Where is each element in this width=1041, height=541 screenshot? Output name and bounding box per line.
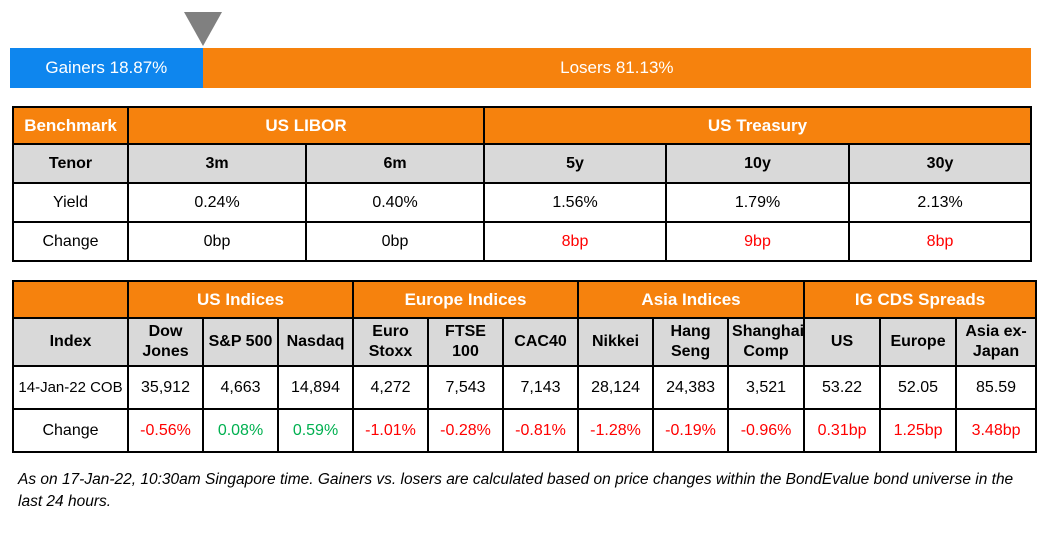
yield-cell: 1.56% [483, 182, 668, 223]
indices-group-header-row: US Indices Europe Indices Asia Indices I… [12, 280, 1038, 319]
index-value-cell: 4,272 [352, 365, 429, 410]
change-row-label-cell: Change [12, 408, 129, 453]
indices-table: US Indices Europe Indices Asia Indices I… [12, 280, 1038, 453]
column-header-us: US [803, 317, 882, 367]
benchmark-table: Benchmark US LIBOR US Treasury Tenor 3m … [12, 106, 1033, 262]
index-change-cell: 1.25bp [879, 408, 958, 453]
indices-change-row: Change -0.56% 0.08% 0.59% -1.01% -0.28% … [12, 408, 1038, 453]
column-header-euro-stoxx: Euro Stoxx [352, 317, 429, 367]
tenor-cell-6m: 6m [304, 143, 486, 184]
index-change-cell: -0.56% [127, 408, 204, 453]
column-header-asia-ex-japan: Asia ex-Japan [955, 317, 1038, 367]
column-header-ftse100: FTSE 100 [427, 317, 504, 367]
benchmark-change-row: Change 0bp 0bp 8bp 9bp 8bp [12, 221, 1033, 262]
index-value-cell: 85.59 [955, 365, 1038, 410]
column-header-nasdaq: Nasdaq [277, 317, 354, 367]
yield-cell: 0.24% [127, 182, 307, 223]
yield-label-cell: Yield [12, 182, 129, 223]
index-change-cell: -1.28% [577, 408, 655, 453]
index-change-cell: -0.28% [427, 408, 504, 453]
gainers-bar-segment: Gainers 18.87% [10, 48, 203, 88]
column-header-cac40: CAC40 [501, 317, 580, 367]
asia-indices-group-header: Asia Indices [577, 280, 806, 319]
index-value-cell: 4,663 [202, 365, 279, 410]
index-value-cell: 52.05 [879, 365, 958, 410]
tenor-header-row: Tenor 3m 6m 5y 10y 30y [12, 143, 1033, 184]
column-header-hang-seng: Hang Seng [652, 317, 730, 367]
index-value-cell: 14,894 [277, 365, 354, 410]
cob-values-row: 14-Jan-22 COB 35,912 4,663 14,894 4,272 … [12, 365, 1038, 410]
indices-header-corner-cell [12, 280, 129, 319]
tenor-cell-5y: 5y [483, 143, 668, 184]
column-header-dow-jones: Dow Jones [127, 317, 204, 367]
losers-bar-segment: Losers 81.13% [202, 48, 1031, 88]
index-value-cell: 35,912 [127, 365, 204, 410]
us-libor-group-header: US LIBOR [126, 106, 486, 145]
index-change-cell: -1.01% [352, 408, 429, 453]
tenor-label-cell: Tenor [12, 143, 129, 184]
yield-row: Yield 0.24% 0.40% 1.56% 1.79% 2.13% [12, 182, 1033, 223]
marker-triangle-icon [183, 12, 222, 46]
column-header-nikkei: Nikkei [577, 317, 655, 367]
change-cell: 8bp [848, 221, 1033, 262]
index-value-cell: 24,383 [652, 365, 730, 410]
index-change-cell: -0.81% [501, 408, 580, 453]
footnote: As on 17-Jan-22, 10:30am Singapore time.… [18, 471, 1014, 511]
cob-row-label-cell: 14-Jan-22 COB [12, 365, 129, 410]
index-change-cell: -0.96% [727, 408, 806, 453]
tenor-cell-10y: 10y [665, 143, 851, 184]
column-header-sp500: S&P 500 [202, 317, 279, 367]
change-cell: 0bp [127, 221, 307, 262]
tenor-cell-3m: 3m [127, 143, 307, 184]
change-cell: 9bp [665, 221, 851, 262]
ig-cds-spreads-group-header: IG CDS Spreads [803, 280, 1038, 319]
europe-indices-group-header: Europe Indices [351, 280, 580, 319]
us-treasury-group-header: US Treasury [483, 106, 1033, 145]
index-value-cell: 3,521 [727, 365, 806, 410]
yield-cell: 1.79% [665, 182, 851, 223]
benchmark-header-cell: Benchmark [12, 106, 129, 145]
tenor-cell-30y: 30y [848, 143, 1033, 184]
column-header-europe: Europe [879, 317, 958, 367]
index-change-cell: 0.59% [277, 408, 354, 453]
index-value-cell: 53.22 [803, 365, 882, 410]
column-header-shanghai-comp: Shanghai Comp [727, 317, 806, 367]
index-label-cell: Index [12, 317, 129, 367]
index-value-cell: 7,143 [501, 365, 580, 410]
index-change-cell: 0.31bp [803, 408, 882, 453]
yield-cell: 0.40% [304, 182, 486, 223]
index-value-cell: 28,124 [577, 365, 655, 410]
index-value-cell: 7,543 [427, 365, 504, 410]
index-change-cell: 0.08% [202, 408, 279, 453]
indices-column-header-row: Index Dow Jones S&P 500 Nasdaq Euro Stox… [12, 317, 1038, 367]
yield-cell: 2.13% [848, 182, 1033, 223]
gainers-losers-chart: Gainers 18.87% Losers 81.13% [10, 12, 1031, 88]
losers-label: Losers 81.13% [560, 58, 674, 77]
index-change-cell: -0.19% [652, 408, 730, 453]
gainers-losers-bar: Gainers 18.87% Losers 81.13% [10, 48, 1031, 88]
index-change-cell: 3.48bp [955, 408, 1038, 453]
change-cell: 8bp [483, 221, 668, 262]
change-label-cell: Change [12, 221, 129, 262]
us-indices-group-header: US Indices [127, 280, 354, 319]
change-cell: 0bp [304, 221, 486, 262]
gainers-label: Gainers 18.87% [45, 58, 168, 77]
benchmark-group-header-row: Benchmark US LIBOR US Treasury [12, 106, 1033, 145]
